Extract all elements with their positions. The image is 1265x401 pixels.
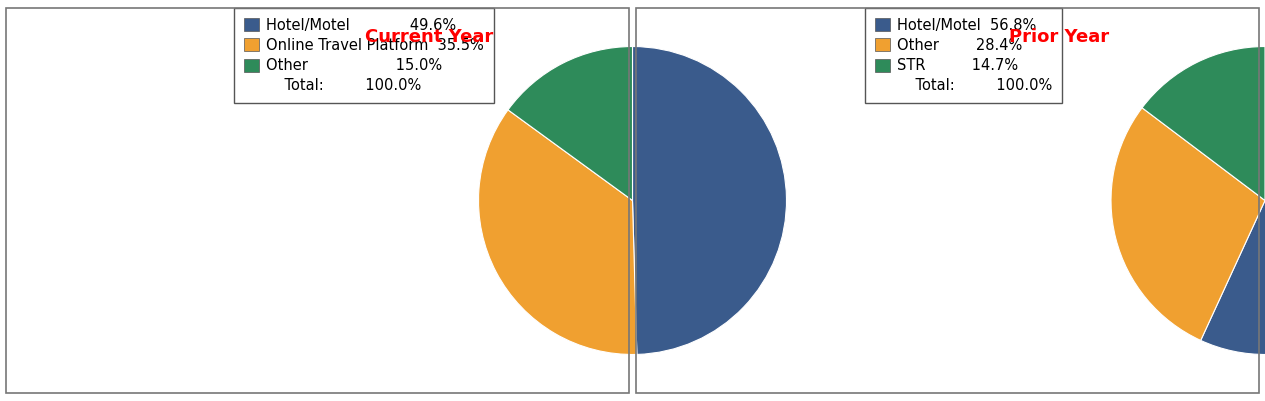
- Text: Prior Year: Prior Year: [1009, 28, 1109, 46]
- Text: Current Year: Current Year: [366, 28, 493, 46]
- Wedge shape: [632, 47, 787, 354]
- Wedge shape: [1200, 47, 1265, 354]
- Wedge shape: [1142, 47, 1265, 200]
- Wedge shape: [478, 110, 636, 354]
- Wedge shape: [509, 47, 632, 200]
- Wedge shape: [1111, 108, 1265, 340]
- Legend: Hotel/Motel             49.6%, Online Travel Platform  35.5%, Other             : Hotel/Motel 49.6%, Online Travel Platfor…: [234, 8, 493, 103]
- Legend: Hotel/Motel  56.8%, Other        28.4%, STR          14.7%,     Total:         1: Hotel/Motel 56.8%, Other 28.4%, STR 14.7…: [865, 8, 1063, 103]
